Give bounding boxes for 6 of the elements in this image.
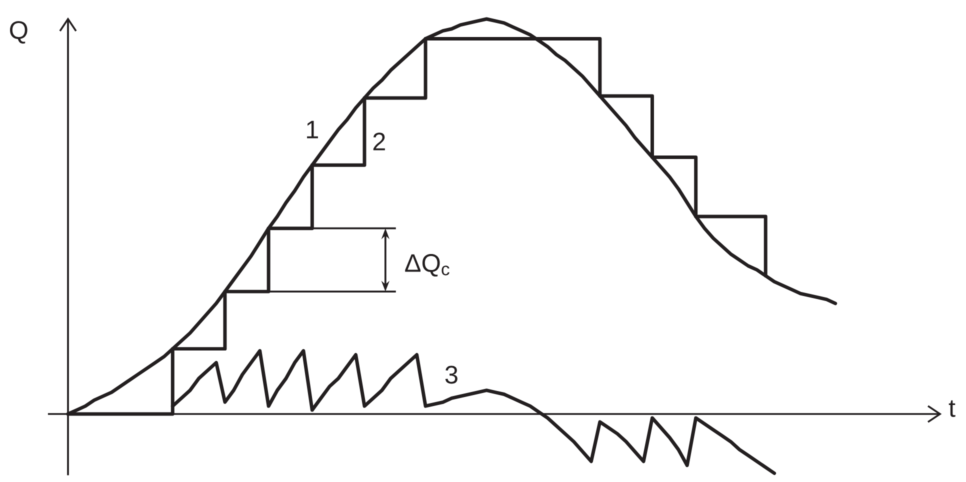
- x-axis-title: t: [948, 400, 956, 417]
- y-axis-title: Q: [10, 21, 28, 44]
- series-label: 3: [445, 366, 458, 384]
- series-label: 2: [373, 132, 385, 150]
- annotation: ΔQ$_{c}$: [405, 254, 450, 277]
- series-label: 1: [307, 120, 318, 138]
